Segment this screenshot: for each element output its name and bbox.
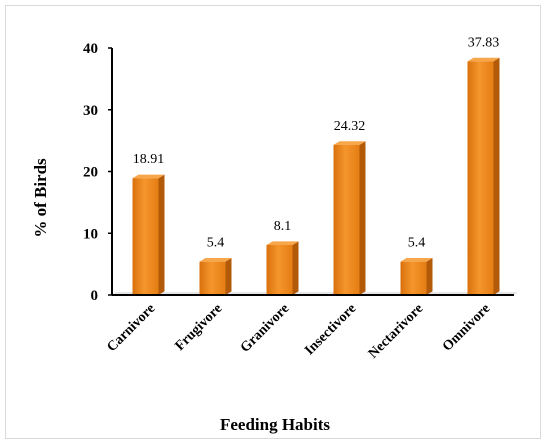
data-label: 5.4 <box>207 236 225 251</box>
x-tick-label: Carnivore <box>104 301 158 355</box>
y-tick-label: 20 <box>83 165 98 181</box>
bar-front <box>266 244 293 295</box>
data-label: 24.32 <box>334 119 366 134</box>
bar-top <box>266 241 299 245</box>
x-tick-label: Omnivore <box>440 301 493 354</box>
bar-top <box>467 57 500 62</box>
bar-side <box>292 241 299 295</box>
x-tick-label: Nectarivore <box>366 301 426 361</box>
bar-side <box>426 258 433 295</box>
bar-side <box>493 57 500 296</box>
bar-top <box>400 258 433 262</box>
bar-top <box>199 258 232 262</box>
y-tick-label: 0 <box>91 288 99 304</box>
x-tick-label: Insectivore <box>302 301 359 358</box>
bar-front <box>132 178 159 295</box>
data-label: 8.1 <box>274 219 292 234</box>
plot-area: 18.91 Carnivore 5.4 Frugivore 8.1 Granivore 24… <box>83 35 518 362</box>
x-tick-label: Granivore <box>238 301 292 355</box>
bar-top <box>333 141 366 145</box>
bar-front <box>467 61 494 295</box>
bar-carnivore <box>132 174 165 295</box>
bar-granivore <box>266 241 299 295</box>
data-label: 5.4 <box>408 236 426 251</box>
bar-frugivore <box>199 258 232 295</box>
x-tick-label: Frugivore <box>173 301 226 354</box>
x-axis-title: Feeding Habits <box>220 415 330 434</box>
chart-frame <box>5 5 541 439</box>
data-label: 37.83 <box>468 35 500 50</box>
y-tick-label: 40 <box>83 41 98 57</box>
bar-front <box>400 261 427 295</box>
bar-side <box>158 174 165 295</box>
bar-side <box>359 141 366 295</box>
y-tick-label: 30 <box>83 103 98 119</box>
y-tick-label: 10 <box>83 226 98 242</box>
bar-nectarivore <box>400 258 433 295</box>
bar-front <box>333 144 360 295</box>
bar-insectivore <box>333 141 366 295</box>
bar-front <box>199 261 226 295</box>
bar-omnivore <box>467 57 500 296</box>
bar-top <box>132 174 165 179</box>
bar-side <box>225 258 232 295</box>
data-label: 18.91 <box>133 152 165 167</box>
y-axis-title: % of Birds <box>31 158 50 238</box>
